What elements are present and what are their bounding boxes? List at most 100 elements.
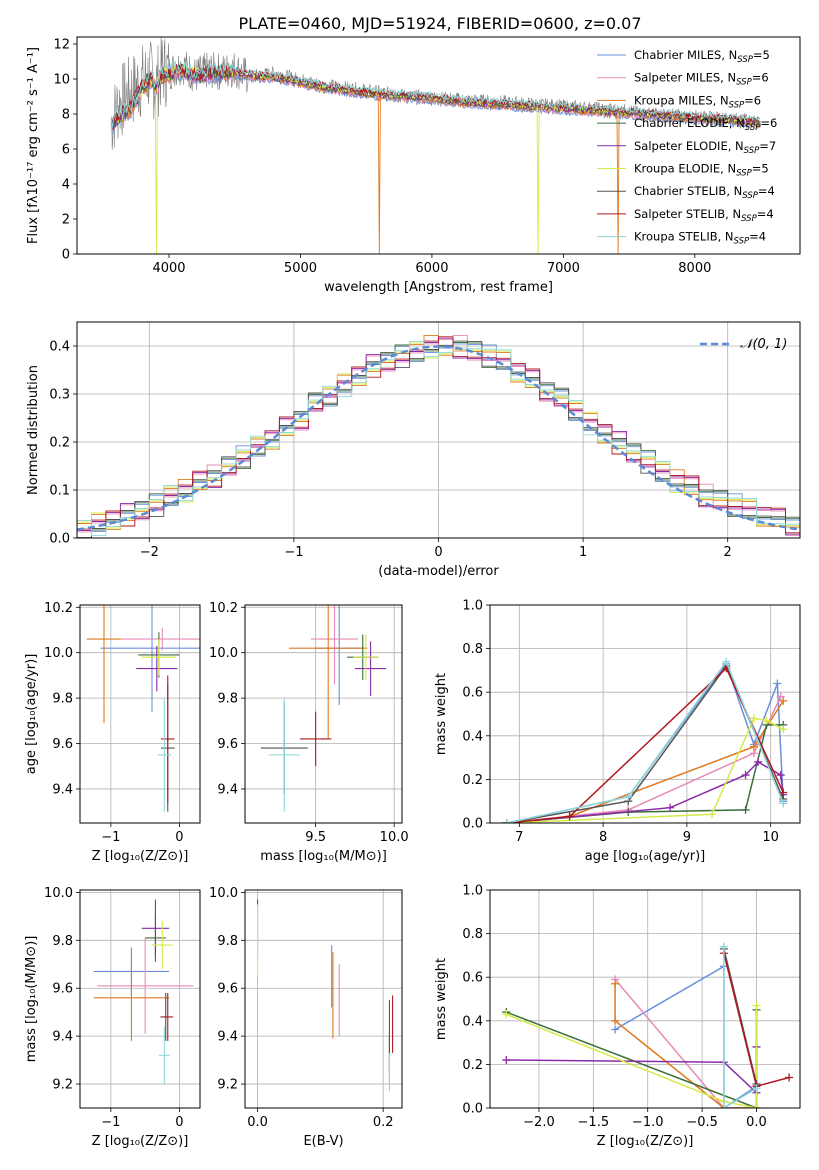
x-tick-label: 8000: [678, 261, 711, 276]
errorbar-point-5: [141, 899, 170, 958]
weight-marker: [719, 1104, 728, 1108]
weight-marker: [741, 805, 750, 814]
panel-weight-vs-Z: −2.0 −1.5 −1.0 −0.5 0.0 0.0 0.2 0.4 0.6 0.8 1.0 Z […: [434, 884, 801, 1149]
y-tick-label: 12: [53, 38, 70, 53]
errorbar-point-6: [141, 639, 176, 676]
weight-marker: [502, 1056, 511, 1065]
x-tick-label: −0.5: [686, 1115, 718, 1130]
y-tick-label: 0.0: [49, 532, 70, 547]
weight-series-3: [506, 700, 784, 823]
y-tick-label: 9.4: [52, 782, 73, 797]
x-tick-label: −1.0: [632, 1115, 664, 1130]
panel-mass-vs-Z: −1 0 9.2 9.4 9.6 9.8 10.0 Z [log₁₀(Z/Z⊙)] mass […: [24, 886, 201, 1149]
y-axis-label: mass [log₁₀(M/M⊙)]: [24, 936, 39, 1063]
normal-curve: [77, 345, 800, 531]
y-tick-label: 9.8: [52, 934, 73, 949]
x-tick-label: −1: [101, 830, 120, 845]
y-tick-label: 10.2: [209, 601, 238, 616]
legend-suffix: =5: [752, 162, 769, 176]
y-tick-label: 0.0: [462, 817, 483, 832]
weight-marker: [741, 771, 750, 780]
x-tick-label: 8: [599, 830, 607, 845]
legend-label: Salpeter ELODIE, N: [634, 139, 744, 153]
y-tick-label: 8: [62, 108, 70, 123]
legend-entry: Salpeter STELIB, NSSP=4: [634, 207, 774, 224]
plot-area: [257, 899, 394, 1092]
errorbar-point-6: [152, 921, 173, 970]
y-tick-label: 9.2: [217, 1078, 238, 1093]
y-axis-label: mass weight: [434, 958, 449, 1040]
y-tick-label: 9.6: [217, 737, 238, 752]
x-tick-label: −2: [140, 545, 159, 560]
y-tick-label: 4: [62, 178, 70, 193]
weight-marker: [749, 714, 758, 723]
weight-marker: [754, 757, 763, 766]
x-axis-label: Z [log₁₀(Z/Z⊙)]: [92, 849, 189, 864]
weight-marker: [752, 1104, 761, 1108]
legend-entry: 𝒩(0, 1): [740, 337, 787, 352]
legend-subscript: SSP: [737, 55, 753, 65]
x-tick-label: 4000: [152, 261, 185, 276]
y-tick-label: 0.2: [462, 773, 483, 788]
plot-area: [260, 605, 387, 812]
legend-label: Kroupa ELODIE, N: [634, 162, 736, 176]
weight-series-8: [506, 666, 784, 823]
weight-marker: [749, 742, 758, 751]
y-tick-label: 0: [62, 248, 70, 263]
weight-marker: [762, 716, 771, 725]
errorbar-point-9: [158, 1026, 170, 1085]
weight-series-1: [506, 662, 784, 823]
legend-label: Salpeter MILES, N: [634, 71, 736, 85]
y-axis-label: Flux [fλ10⁻¹⁷ erg cm⁻² s⁻¹ A⁻¹]: [26, 47, 41, 244]
legend-subscript: SSP: [741, 214, 757, 224]
weight-marker: [666, 803, 675, 812]
weight-marker: [719, 942, 728, 951]
x-tick-label: 9.5: [305, 830, 326, 845]
legend-label: Kroupa STELIB, N: [634, 230, 734, 244]
weight-marker: [611, 1025, 620, 1034]
legend-entry: Salpeter MILES, NSSP=6: [634, 71, 769, 88]
y-axis-label: mass weight: [434, 673, 449, 755]
x-tick-label: 0.2: [373, 1115, 394, 1130]
errorbar-point-2: [121, 627, 200, 651]
x-tick-label: −1: [101, 1115, 120, 1130]
y-tick-label: 10.0: [44, 886, 73, 901]
y-tick-label: 9.8: [217, 692, 238, 707]
x-tick-label: 9: [683, 830, 691, 845]
y-tick-label: 0.8: [462, 927, 483, 942]
weight-marker: [708, 810, 717, 819]
plot-area: [502, 942, 794, 1108]
x-tick-label: 7000: [547, 261, 580, 276]
weight-series-3: [614, 983, 757, 1108]
x-tick-label: 0: [434, 545, 442, 560]
weight-marker: [776, 771, 785, 780]
weight-marker: [773, 679, 782, 688]
legend-subscript: SSP: [734, 237, 750, 247]
weight-marker: [779, 725, 788, 734]
plot-area: [93, 899, 194, 1085]
legend-entry: Chabrier ELODIE, NSSP=6: [634, 116, 777, 133]
legend-subscript: SSP: [736, 78, 752, 88]
x-axis-label: (data-model)/error: [378, 564, 499, 579]
y-tick-label: 0.1: [49, 484, 70, 499]
errorbar-point-8: [160, 675, 175, 803]
panel-residuals: −2 −1 0 1 2 0.0 0.1 0.2 0.3 0.4 (data-model)/error…: [26, 321, 801, 579]
y-axis-label: Normed distribution: [26, 365, 41, 495]
x-axis-label: Z [log₁₀(Z/Z⊙)]: [92, 1134, 189, 1149]
x-tick-label: −2.0: [523, 1115, 555, 1130]
y-tick-label: 0.4: [49, 340, 70, 355]
x-axis-label: E(B-V): [303, 1134, 343, 1149]
panel-age-vs-Z: −1 0 9.4 9.6 9.8 10.0 10.2 Z [log₁₀(Z/Z⊙)] age […: [24, 601, 201, 864]
panel-age-vs-mass: 9.5 10.0 9.4 9.6 9.8 10.0 10.2 mass [log₁₀(M/M⊙…: [209, 601, 409, 864]
axes-frame: [76, 36, 801, 255]
x-tick-label: 6000: [415, 261, 448, 276]
weight-marker: [779, 799, 788, 808]
y-tick-label: 9.6: [52, 737, 73, 752]
y-tick-label: 0.3: [49, 388, 70, 403]
x-tick-label: 10: [762, 830, 779, 845]
weight-marker: [776, 692, 785, 701]
y-tick-label: 9.6: [52, 982, 73, 997]
weight-marker: [779, 696, 788, 705]
legend-label: Chabrier STELIB, N: [634, 184, 742, 198]
